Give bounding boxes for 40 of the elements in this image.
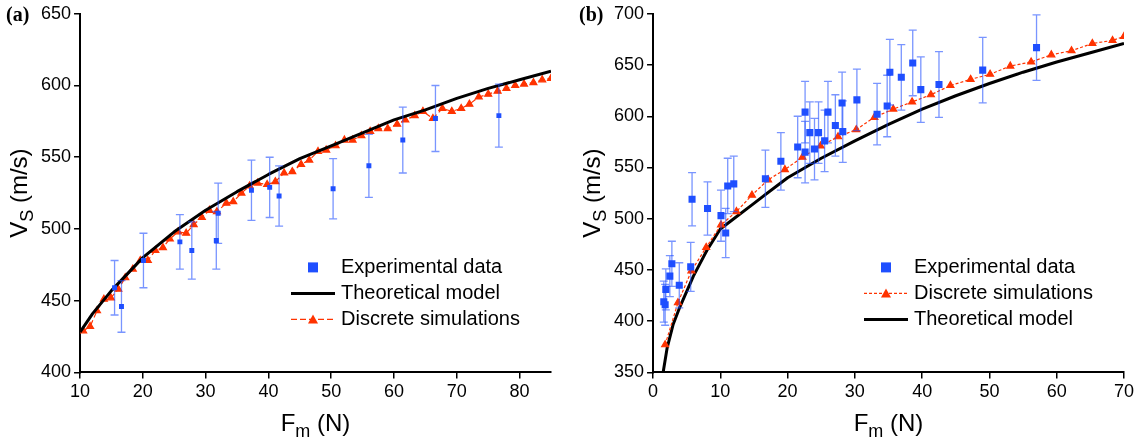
x-tick-label: 60 (384, 381, 405, 402)
y-tick-label: 450 (40, 289, 72, 310)
text: (a) (6, 3, 30, 27)
y-tick-label: 450 (613, 258, 645, 279)
legend-label: Experimental data (914, 254, 1077, 277)
y-tick-label: 500 (40, 217, 72, 238)
y-tick-label: 550 (40, 146, 72, 167)
legend-label: Theoretical model (914, 306, 1073, 329)
x-tick-label: 20 (132, 381, 153, 402)
x-tick-label: 30 (844, 381, 865, 402)
legend-label: Discrete simulations (914, 280, 1093, 303)
y-axis-title: VS (m/s) (577, 148, 611, 238)
legend-label: Theoretical model (341, 280, 500, 303)
x-tick-label: 10 (70, 381, 91, 402)
text: (b) (579, 3, 604, 27)
y-tick-label: 650 (40, 2, 72, 23)
x-tick-label: 40 (258, 381, 279, 402)
y-tick-label: 600 (40, 74, 72, 95)
y-tick-label: 550 (613, 156, 645, 177)
y-tick-label: 650 (613, 54, 645, 74)
y-tick-label: 600 (613, 105, 645, 126)
x-tick-label: 40 (912, 381, 933, 402)
y-tick-label: 500 (613, 207, 645, 228)
x-tick-label: 70 (1113, 381, 1135, 402)
legend-label: Experimental data (341, 254, 504, 277)
y-axis-title: VS (m/s) (4, 148, 38, 238)
x-tick-label: 30 (195, 381, 216, 402)
y-tick-label: 700 (613, 2, 645, 23)
legend-label: Discrete simulations (341, 306, 520, 329)
x-tick-label: 20 (777, 381, 798, 402)
y-tick-label: 350 (613, 361, 645, 382)
x-tick-label: 50 (321, 381, 342, 402)
x-tick-label: 10 (710, 381, 731, 402)
y-tick-label: 400 (613, 310, 645, 331)
x-tick-label: 70 (446, 381, 467, 402)
x-tick-label: 50 (979, 381, 1000, 402)
y-tick-label: 400 (40, 361, 72, 382)
x-tick-label: 0 (648, 381, 659, 402)
x-tick-label: 60 (1046, 381, 1067, 402)
x-tick-label: 80 (509, 381, 530, 402)
